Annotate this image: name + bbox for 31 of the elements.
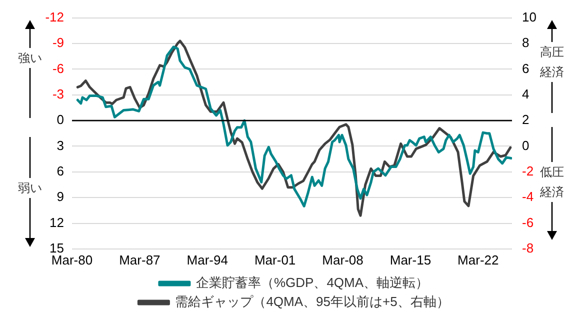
legend-label: 需給ギャップ（4QMA、95年以前は+5、右軸） (175, 294, 450, 310)
y2-tick-label: 6 (522, 60, 530, 76)
y2-tick-label: 10 (522, 9, 536, 24)
text: 弱い (16, 178, 44, 198)
y-tick-label: -12 (45, 9, 64, 24)
y2-tick-label: -2 (522, 164, 534, 179)
legend-label: 企業貯蓄率（%GDP、4QMA、軸逆転） (196, 275, 429, 290)
y2-tick-label: -8 (522, 240, 534, 256)
y-tick-label: 0 (56, 112, 64, 128)
x-tick-label: Mar-94 (186, 252, 228, 268)
text: 高圧経済 (538, 42, 566, 82)
y-tick-label: -9 (52, 35, 64, 50)
y-tick-label: 3 (56, 138, 64, 153)
y2-tick-label: 8 (522, 35, 530, 50)
y-tick-label: 9 (56, 189, 64, 204)
x-tick-label: Mar-87 (119, 252, 160, 268)
x-tick-label: Mar-01 (254, 252, 296, 268)
y-tick-label: -6 (52, 60, 64, 76)
y2-tick-label: 2 (522, 112, 530, 128)
y2-tick-label: -4 (522, 189, 534, 204)
x-tick-label: Mar-15 (390, 252, 432, 268)
y2-tick-label: -6 (522, 214, 534, 230)
y2-tick-label: 0 (522, 138, 530, 153)
x-tick-label: Mar-08 (322, 252, 364, 268)
y2-tick-label: 4 (522, 86, 530, 102)
y-tick-label: 6 (56, 164, 64, 179)
text: 低圧経済 (538, 162, 566, 202)
y-tick-label: 12 (50, 214, 64, 230)
y-tick-label: -3 (52, 86, 64, 102)
x-tick-label: Mar-22 (458, 252, 499, 268)
text: 強い (16, 48, 44, 68)
